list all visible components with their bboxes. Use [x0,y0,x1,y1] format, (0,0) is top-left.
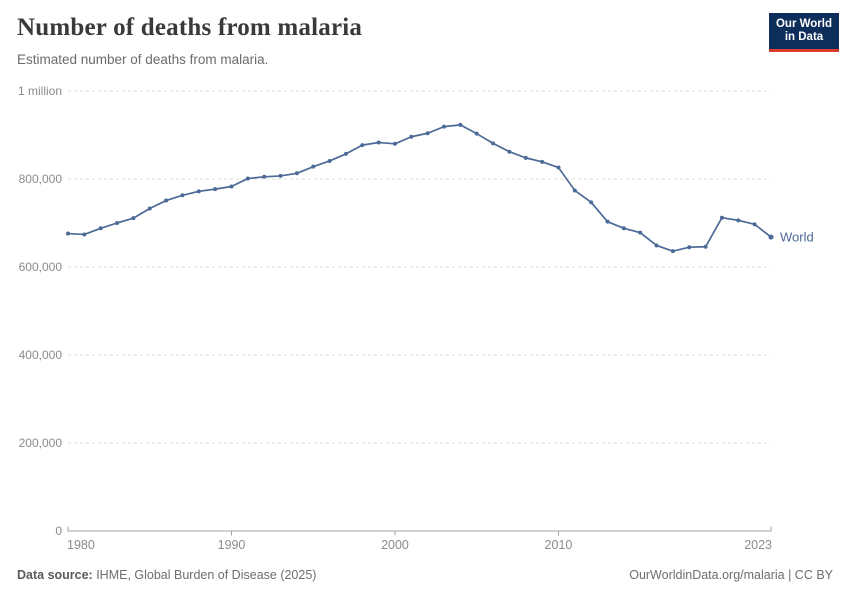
x-axis-line [67,526,772,532]
x-tick-label-2023: 2023 [744,538,772,552]
data-point-2013[interactable] [605,219,610,224]
page-title: Number of deaths from malaria [17,14,363,41]
x-tick-label-2010: 2010 [545,538,573,552]
series-end-label: World [780,230,814,245]
data-point-1983[interactable] [115,221,120,225]
x-tick-label-1980: 1980 [67,538,95,552]
data-point-2020[interactable] [719,215,724,220]
data-source-text: IHME, Global Burden of Disease (2025) [92,568,317,582]
data-point-2022[interactable] [752,222,757,227]
data-point-1995[interactable] [311,164,316,169]
data-point-2004[interactable] [458,122,463,127]
data-point-1988[interactable] [196,189,201,194]
data-point-1984[interactable] [131,216,136,221]
data-point-1985[interactable] [147,206,152,211]
data-point-1992[interactable] [262,174,267,179]
owid-logo-line2: in Data [784,31,824,43]
data-point-1996[interactable] [327,158,332,163]
data-point-2019[interactable] [703,244,708,249]
y-tick-label-800000: 800,000 [19,172,63,186]
data-source-label: Data source: [17,568,93,582]
data-point-2018[interactable] [687,245,692,250]
chart-footer: Data source: IHME, Global Burden of Dise… [17,568,833,582]
data-point-2000[interactable] [392,141,397,146]
data-point-1993[interactable] [278,173,283,178]
data-point-2003[interactable] [442,124,447,129]
data-point-2017[interactable] [670,249,675,254]
data-point-1998[interactable] [360,143,365,148]
data-point-1999[interactable] [376,140,381,145]
data-point-2005[interactable] [474,131,479,136]
data-point-2015[interactable] [638,230,643,235]
y-tick-label-0: 0 [55,524,62,538]
data-point-2007[interactable] [507,149,512,154]
x-tick-label-2000: 2000 [381,538,409,552]
data-point-2012[interactable] [589,200,594,205]
data-point-2016[interactable] [654,243,659,248]
data-point-1991[interactable] [245,176,250,181]
data-point-2023[interactable] [768,234,774,240]
attribution-link[interactable]: OurWorldinData.org/malaria | CC BY [629,568,833,582]
data-point-2011[interactable] [572,188,577,193]
data-point-2010[interactable] [556,165,561,170]
data-point-1980[interactable] [66,231,70,236]
data-point-1981[interactable] [82,232,87,237]
data-point-1982[interactable] [98,226,103,231]
data-source: Data source: IHME, Global Burden of Dise… [17,568,316,582]
data-point-2021[interactable] [736,218,741,223]
chart-subtitle: Estimated number of deaths from malaria. [17,52,269,67]
data-point-2001[interactable] [409,134,414,139]
series-line-world[interactable] [67,124,772,253]
data-point-2006[interactable] [491,141,496,146]
data-point-1986[interactable] [164,198,169,203]
y-tick-label-1000000: 1 million [18,84,62,98]
owid-logo[interactable]: Our World in Data [769,13,839,52]
data-point-2009[interactable] [540,159,545,164]
y-tick-label-400000: 400,000 [19,348,63,362]
data-point-1989[interactable] [213,187,218,192]
data-point-2002[interactable] [425,131,430,136]
data-point-1997[interactable] [343,151,348,156]
data-point-2008[interactable] [523,155,528,160]
owid-logo-line1: Our World [775,17,832,30]
y-tick-label-600000: 600,000 [19,260,63,274]
data-point-1987[interactable] [180,193,185,198]
y-tick-label-200000: 200,000 [19,436,63,450]
data-point-1994[interactable] [294,171,299,176]
data-point-2014[interactable] [621,226,626,231]
data-point-1990[interactable] [229,184,234,189]
x-tick-label-1990: 1990 [218,538,246,552]
